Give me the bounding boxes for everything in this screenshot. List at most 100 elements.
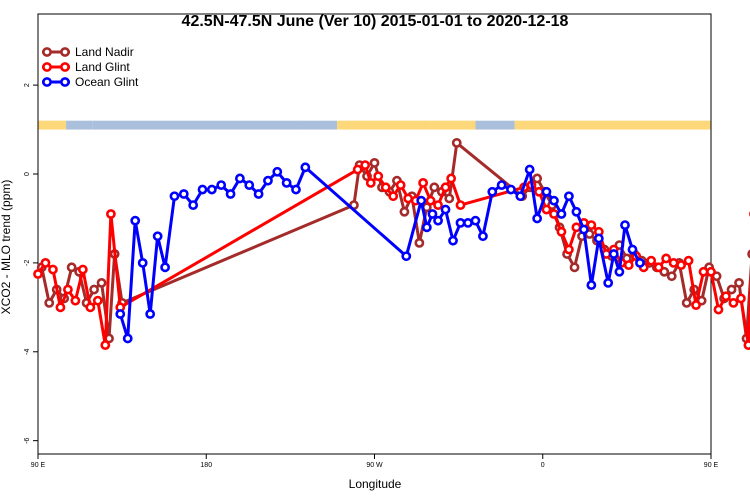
data-point bbox=[137, 257, 148, 268]
land-strip-segment bbox=[92, 120, 304, 130]
data-point bbox=[414, 237, 425, 248]
data-point bbox=[532, 213, 543, 224]
data-point bbox=[691, 300, 701, 311]
data-point bbox=[470, 215, 481, 226]
data-point bbox=[440, 204, 451, 215]
data-point bbox=[395, 180, 406, 191]
data-point bbox=[440, 182, 451, 193]
y-tick-label: 2 bbox=[24, 83, 31, 87]
data-point bbox=[253, 189, 264, 199]
series-layer bbox=[33, 137, 750, 351]
data-point bbox=[63, 284, 73, 295]
data-point bbox=[728, 297, 739, 308]
data-point bbox=[96, 277, 107, 288]
data-point bbox=[244, 180, 255, 191]
data-point bbox=[197, 184, 208, 195]
data-point bbox=[683, 255, 694, 266]
series-line bbox=[40, 141, 750, 340]
data-point bbox=[399, 206, 410, 217]
series-land-nadir bbox=[36, 137, 750, 344]
legend-swatch-marker bbox=[42, 77, 52, 87]
data-point bbox=[614, 266, 625, 277]
data-point bbox=[169, 191, 180, 202]
data-point bbox=[534, 186, 544, 197]
data-point bbox=[206, 184, 217, 195]
data-point bbox=[736, 293, 746, 304]
data-point bbox=[89, 284, 99, 295]
data-point bbox=[160, 262, 171, 273]
legend-swatch-marker bbox=[42, 47, 52, 57]
data-point bbox=[603, 277, 614, 288]
data-point bbox=[541, 186, 552, 197]
data-point bbox=[300, 162, 311, 173]
data-point bbox=[85, 302, 96, 313]
data-point bbox=[425, 195, 436, 206]
data-point bbox=[564, 191, 574, 202]
data-point bbox=[429, 182, 440, 193]
data-point bbox=[263, 175, 273, 186]
data-point bbox=[726, 284, 737, 295]
data-point bbox=[416, 195, 427, 206]
legend-swatch-marker bbox=[60, 77, 70, 87]
data-point bbox=[681, 297, 692, 308]
data-point bbox=[451, 137, 462, 148]
data-point bbox=[130, 215, 141, 226]
data-point bbox=[608, 249, 619, 259]
data-point bbox=[291, 184, 301, 195]
data-point bbox=[352, 164, 363, 175]
x-tick-label: 90 E bbox=[704, 462, 719, 469]
data-point bbox=[48, 264, 58, 275]
data-point bbox=[463, 217, 473, 228]
data-point bbox=[586, 280, 597, 291]
land-strip-segment bbox=[337, 120, 431, 130]
data-point bbox=[92, 295, 103, 306]
data-point bbox=[549, 195, 559, 206]
data-point bbox=[225, 189, 236, 199]
legend-label: Land Glint bbox=[75, 60, 130, 74]
data-point bbox=[571, 222, 582, 233]
data-point bbox=[360, 160, 371, 171]
data-point bbox=[666, 271, 677, 282]
data-point bbox=[122, 333, 133, 344]
data-point bbox=[421, 222, 432, 233]
data-point bbox=[653, 262, 664, 273]
land-strip-segment bbox=[475, 120, 515, 130]
land-strip-segment bbox=[66, 120, 93, 130]
x-axis: 90 E 180 90 W 0 90 E bbox=[31, 454, 719, 469]
data-point bbox=[455, 200, 466, 211]
land-strip-segment bbox=[38, 120, 67, 130]
data-point bbox=[365, 177, 376, 188]
data-point bbox=[100, 340, 111, 351]
x-axis-label: Longitude bbox=[349, 477, 402, 491]
series-line bbox=[118, 165, 642, 340]
data-point bbox=[478, 231, 488, 242]
data-point bbox=[403, 193, 414, 204]
y-axis-label: XCO2 - MLO trend (ppm) bbox=[0, 180, 13, 315]
data-point bbox=[115, 309, 126, 319]
legend-label: Ocean Glint bbox=[75, 75, 139, 89]
data-point bbox=[496, 180, 507, 191]
data-point bbox=[455, 217, 466, 228]
data-point bbox=[556, 226, 567, 237]
data-point bbox=[541, 204, 552, 215]
land-strip-segment bbox=[430, 120, 476, 130]
data-point bbox=[620, 220, 630, 231]
data-point bbox=[586, 220, 597, 231]
data-point bbox=[444, 193, 455, 204]
data-point bbox=[578, 224, 589, 235]
data-point bbox=[446, 173, 457, 184]
data-point bbox=[433, 215, 443, 226]
data-point bbox=[515, 191, 526, 202]
data-point bbox=[40, 257, 51, 268]
data-point bbox=[627, 244, 638, 255]
data-point bbox=[571, 206, 582, 217]
data-point bbox=[713, 304, 724, 315]
data-point bbox=[388, 191, 399, 202]
data-point bbox=[178, 189, 189, 199]
data-point bbox=[635, 257, 645, 268]
x-tick-label: 180 bbox=[200, 462, 212, 469]
data-point bbox=[33, 269, 43, 279]
legend-item: Land Glint bbox=[42, 60, 130, 74]
legend-swatch-marker bbox=[42, 62, 52, 72]
data-point bbox=[487, 186, 498, 197]
